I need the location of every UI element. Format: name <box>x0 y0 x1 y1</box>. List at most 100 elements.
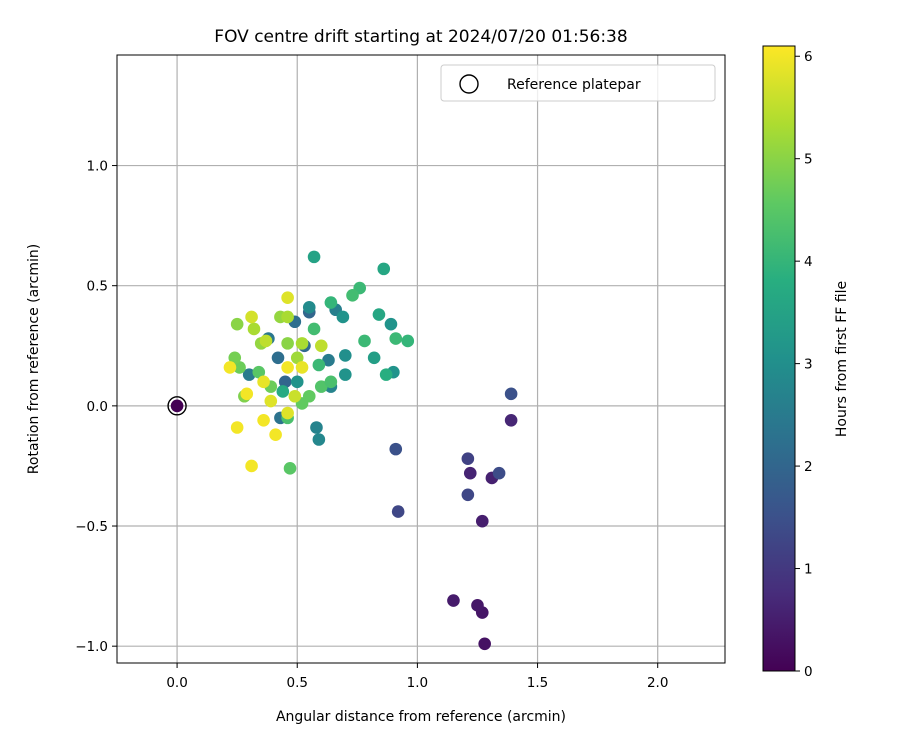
data-point-30 <box>339 368 352 381</box>
data-point-38 <box>379 368 393 381</box>
data-point-49 <box>290 375 304 389</box>
data-point-68 <box>290 351 304 365</box>
data-point-75 <box>281 406 294 420</box>
x-tick-label: 1.0 <box>407 675 428 691</box>
data-point-80 <box>230 421 244 434</box>
data-point-35 <box>377 262 391 276</box>
data-point-37 <box>367 351 381 365</box>
data-point-26 <box>302 301 316 314</box>
data-point-78 <box>240 387 254 401</box>
data-point-64 <box>245 310 258 324</box>
x-axis-ticks: 0.0 0.5 1.0 1.5 2.0 <box>166 663 668 691</box>
data-point-77 <box>257 375 270 389</box>
colorbar-tick-label: 2 <box>804 459 813 475</box>
data-point-12 <box>504 387 518 401</box>
data-point-69 <box>295 337 309 350</box>
data-point-7 <box>463 466 477 480</box>
data-point-10 <box>461 488 475 502</box>
data-point-5 <box>475 514 489 528</box>
data-point-56 <box>252 365 266 379</box>
legend-label-reference-platepar: Reference platepar <box>507 77 641 93</box>
colorbar-tick-label: 4 <box>804 254 813 270</box>
data-point-13 <box>391 505 405 518</box>
reference-platepar-marker <box>167 396 187 416</box>
data-point-51 <box>302 389 316 403</box>
data-point-14 <box>389 442 403 456</box>
colorbar: 0 1 2 3 4 5 6 Hours from first FF file <box>762 45 850 680</box>
data-point-40 <box>389 332 403 345</box>
data-point-73 <box>281 361 294 374</box>
data-point-70 <box>281 337 294 350</box>
y-tick-label: 0.5 <box>87 279 108 295</box>
data-point-59 <box>228 351 242 365</box>
grid-lines <box>117 55 725 663</box>
data-point-76 <box>264 394 278 408</box>
data-point-81 <box>257 413 270 427</box>
data-point-58 <box>233 361 246 374</box>
colorbar-tick-label: 1 <box>804 562 813 578</box>
colorbar-tick-label: 5 <box>804 152 813 168</box>
y-tick-label: −1.0 <box>75 639 108 655</box>
legend-marker-reference-platepar <box>459 74 479 94</box>
data-point-18 <box>278 375 292 389</box>
data-point-32 <box>384 317 398 331</box>
data-point-23 <box>310 421 323 434</box>
data-point-82 <box>269 428 282 441</box>
data-point-54 <box>276 385 290 398</box>
colorbar-tick-label: 6 <box>804 49 813 65</box>
x-tick-label: 1.5 <box>527 675 548 691</box>
legend: Reference platepar <box>440 64 716 102</box>
data-point-3 <box>471 599 484 612</box>
data-point-36 <box>372 308 386 321</box>
y-tick-label: 1.0 <box>87 159 108 175</box>
data-point-48 <box>324 375 338 389</box>
data-point-72 <box>295 361 309 374</box>
colorbar-label: Hours from first FF file <box>834 281 850 437</box>
y-tick-label: 0.0 <box>87 399 108 415</box>
data-point-8 <box>504 413 518 427</box>
data-point-60 <box>230 317 244 331</box>
data-point-41 <box>358 334 371 348</box>
x-tick-label: 2.0 <box>647 675 668 691</box>
data-point-44 <box>324 296 338 309</box>
data-point-67 <box>281 291 294 305</box>
data-point-46 <box>312 358 326 372</box>
x-tick-label: 0.0 <box>166 675 187 691</box>
y-tick-label: −0.5 <box>75 519 108 535</box>
legend-box <box>440 64 716 102</box>
data-point-1 <box>478 637 491 651</box>
data-point-20 <box>271 351 285 365</box>
plot-frame <box>116 54 726 664</box>
colorbar-gradient <box>762 45 796 672</box>
data-point-29 <box>339 349 352 362</box>
data-point-0 <box>170 399 184 413</box>
data-point-22 <box>242 368 256 381</box>
data-point-43 <box>346 289 359 302</box>
data-point-79 <box>223 361 237 374</box>
data-points <box>167 250 518 651</box>
data-point-62 <box>259 334 273 348</box>
y-axis-label: Rotation from reference (arcmin) <box>26 244 42 474</box>
data-point-47 <box>314 380 328 393</box>
data-point-71 <box>314 339 328 353</box>
data-point-53 <box>283 462 297 475</box>
data-point-31 <box>336 310 350 324</box>
colorbar-ticks: 0 1 2 3 4 5 6 <box>795 49 813 680</box>
data-point-4 <box>447 594 460 607</box>
colorbar-tick-label: 3 <box>804 357 813 373</box>
data-point-74 <box>288 389 302 403</box>
data-point-11 <box>492 466 506 480</box>
data-point-39 <box>401 334 415 348</box>
x-tick-label: 0.5 <box>286 675 307 691</box>
data-point-83 <box>245 459 258 473</box>
data-point-24 <box>312 433 326 446</box>
data-point-34 <box>307 250 321 264</box>
data-point-63 <box>247 322 261 336</box>
colorbar-tick-label: 0 <box>804 664 813 680</box>
data-point-45 <box>307 322 321 336</box>
data-point-9 <box>461 452 475 466</box>
data-point-27 <box>322 353 335 367</box>
x-axis-label: Angular distance from reference (arcmin) <box>276 709 566 725</box>
data-point-66 <box>281 310 294 324</box>
